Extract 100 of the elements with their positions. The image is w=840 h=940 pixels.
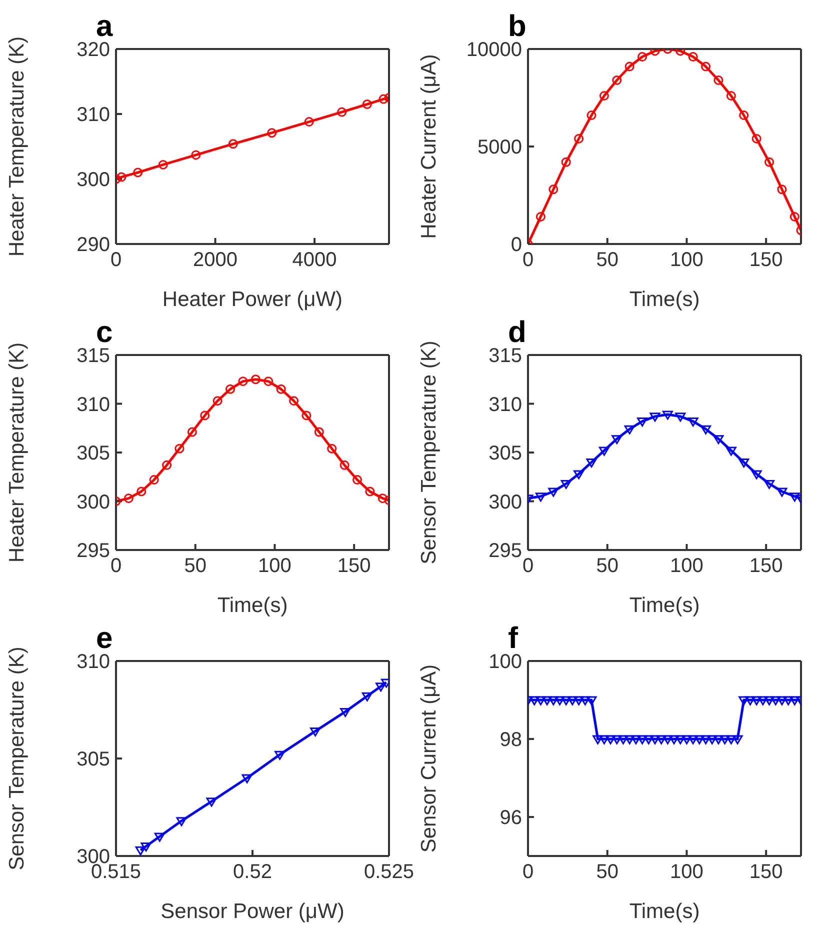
x-tick-label: 100 (258, 555, 292, 578)
point (149, 475, 159, 485)
point (764, 480, 775, 489)
point (158, 160, 168, 170)
x-tick-label: 50 (184, 555, 206, 578)
point (599, 91, 609, 101)
point (200, 410, 210, 420)
point (701, 62, 711, 72)
point (264, 376, 274, 386)
point (624, 62, 634, 72)
y-tick-label: 300 (76, 169, 110, 192)
x-axis-title: Sensor Power (μW) (160, 900, 344, 923)
point (739, 110, 749, 120)
point (548, 488, 559, 497)
point (726, 91, 736, 101)
point (212, 396, 222, 406)
x-tick-label: 150 (337, 555, 371, 578)
point (242, 774, 252, 784)
y-tick-label: 300 (488, 491, 522, 514)
point (274, 750, 286, 760)
point (226, 384, 236, 394)
point (365, 486, 375, 496)
point (574, 134, 584, 144)
point (250, 374, 260, 384)
x-tick-label: 4000 (292, 249, 337, 272)
point (638, 52, 648, 62)
point (176, 817, 187, 826)
point (228, 139, 238, 149)
point (191, 150, 201, 160)
point (675, 412, 686, 422)
x-axis-title: Time(s) (629, 594, 700, 617)
point (304, 117, 314, 127)
y-tick-label: 305 (76, 442, 110, 465)
point (154, 832, 165, 842)
point (362, 692, 372, 702)
point (789, 492, 800, 502)
y-tick-label: 98 (500, 729, 522, 752)
point (327, 444, 337, 454)
point (340, 708, 351, 717)
point (136, 486, 146, 496)
point (764, 157, 774, 167)
point (688, 52, 698, 62)
point (376, 682, 386, 692)
point (624, 425, 635, 434)
point (362, 100, 372, 109)
point (637, 418, 648, 427)
y-axis-title: Sensor Temperature (K) (5, 646, 28, 870)
x-axis-title: Time(s) (629, 900, 700, 923)
y-axis-title: Sensor Temperature (K) (417, 340, 440, 564)
line-series (528, 49, 801, 244)
x-tick-label: 150 (749, 861, 783, 884)
x-tick-label: 50 (596, 249, 618, 272)
y-tick-label: 96 (500, 807, 522, 830)
point (751, 470, 762, 480)
point (598, 446, 610, 456)
y-axis-title: Sensor Current (μA) (417, 664, 440, 853)
x-tick-label: 0.52 (233, 861, 272, 884)
point (790, 212, 800, 222)
point (662, 410, 673, 420)
y-tick-label: 295 (76, 540, 110, 562)
point (378, 94, 388, 104)
point (352, 475, 362, 485)
x-axis-title: Time(s) (629, 288, 700, 311)
point (276, 384, 286, 394)
y-axis-title: Heater Temperature (K) (5, 342, 28, 563)
y-tick-label: 0 (510, 234, 522, 256)
point (612, 75, 622, 85)
y-tick-label: 305 (488, 442, 522, 465)
point (140, 842, 152, 852)
point (713, 435, 724, 444)
y-tick-label: 310 (488, 394, 522, 416)
point (162, 460, 172, 470)
point (187, 427, 197, 437)
x-tick-label: 150 (749, 249, 783, 272)
point (650, 412, 660, 422)
y-tick-label: 310 (76, 394, 110, 416)
x-tick-label: 100 (670, 861, 704, 884)
point (561, 157, 571, 167)
point (116, 172, 126, 182)
y-tick-label: 300 (76, 491, 110, 514)
y-axis-title: Heater Current (μA) (417, 54, 440, 239)
point (548, 184, 558, 194)
point (738, 458, 750, 468)
point (777, 184, 787, 194)
point (289, 396, 299, 406)
point (688, 418, 698, 427)
point (174, 444, 184, 454)
point (340, 460, 350, 470)
point (574, 470, 584, 480)
point (535, 492, 546, 502)
point (586, 110, 596, 120)
point (135, 846, 146, 856)
point (612, 435, 622, 444)
point (560, 480, 572, 489)
x-tick-label: 50 (596, 861, 618, 884)
y-axis-title: Heater Temperature (K) (5, 36, 28, 257)
x-tick-label: 50 (596, 555, 618, 578)
point (700, 425, 712, 434)
point (238, 376, 248, 386)
point (302, 410, 312, 420)
